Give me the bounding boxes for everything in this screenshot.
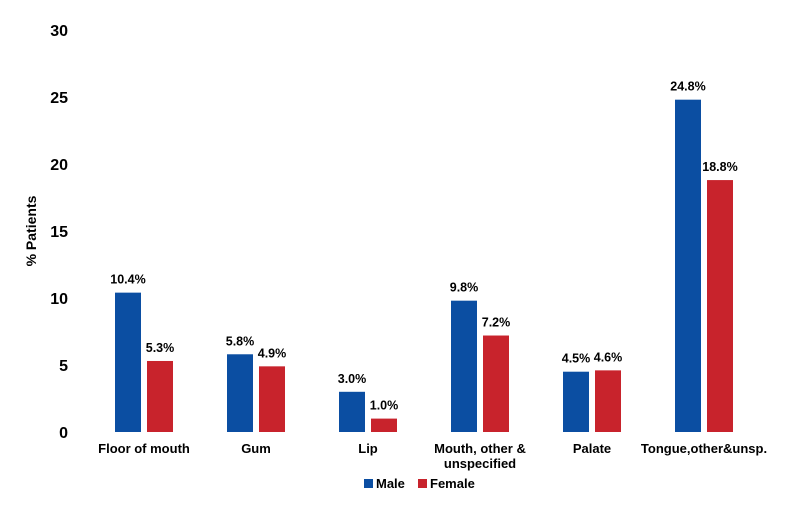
x-tick-label: Lip xyxy=(358,441,378,456)
x-tick-label: Mouth, other & xyxy=(434,441,526,456)
data-label: 24.8% xyxy=(670,80,705,94)
bar-male xyxy=(675,99,701,433)
data-label: 4.9% xyxy=(258,346,287,360)
x-tick-label: Gum xyxy=(241,441,271,456)
x-tick-label: Tongue,other&unsp. xyxy=(641,441,767,456)
x-tick-label: unspecified xyxy=(444,456,516,471)
bar-male xyxy=(227,354,253,432)
legend-label-male: Male xyxy=(376,476,405,491)
y-tick-label: 0 xyxy=(59,425,68,442)
data-label: 18.8% xyxy=(702,160,737,174)
x-tick-label: Palate xyxy=(573,441,611,456)
bar-female xyxy=(483,335,509,432)
y-tick-label: 30 xyxy=(50,23,68,40)
data-label: 7.2% xyxy=(482,316,511,330)
legend: Male Female xyxy=(364,476,475,491)
bar-female xyxy=(707,180,733,432)
data-label: 5.8% xyxy=(226,334,255,348)
data-label: 5.3% xyxy=(146,341,175,355)
bar-male xyxy=(115,292,141,432)
legend-label-female: Female xyxy=(430,476,475,491)
y-axis-label: % Patients xyxy=(23,195,39,266)
data-label: 1.0% xyxy=(370,399,399,413)
x-axis: Floor of mouth Gum Lip Mouth, other &unspec… xyxy=(98,441,767,471)
bar-male xyxy=(563,371,589,432)
data-label: 3.0% xyxy=(338,372,367,386)
bar-female xyxy=(147,360,173,432)
y-tick-label: 15 xyxy=(50,224,68,241)
legend-swatch-male xyxy=(364,479,373,488)
data-label: 10.4% xyxy=(110,273,145,287)
legend-swatch-female xyxy=(418,479,427,488)
bar-female xyxy=(371,418,397,432)
data-label: 4.5% xyxy=(562,352,591,366)
y-tick-label: 10 xyxy=(50,291,68,308)
y-axis: 0 5 10 15 20 25 30 xyxy=(50,23,68,442)
bar-female xyxy=(595,370,621,432)
bar-male xyxy=(451,300,477,432)
y-tick-label: 20 xyxy=(50,157,68,174)
bar-male xyxy=(339,391,365,432)
bar-female xyxy=(259,366,285,432)
bars-group xyxy=(115,99,733,433)
data-label: 9.8% xyxy=(450,281,479,295)
y-tick-label: 5 xyxy=(59,358,68,375)
data-label: 4.6% xyxy=(594,350,623,364)
x-tick-label: Floor of mouth xyxy=(98,441,190,456)
data-labels-group: 10.4% 5.3% 5.8%4.9% 3.0%1.0% 9.8% 7.2% 4.5% 4.6… xyxy=(110,80,737,413)
y-tick-label: 25 xyxy=(50,90,68,107)
